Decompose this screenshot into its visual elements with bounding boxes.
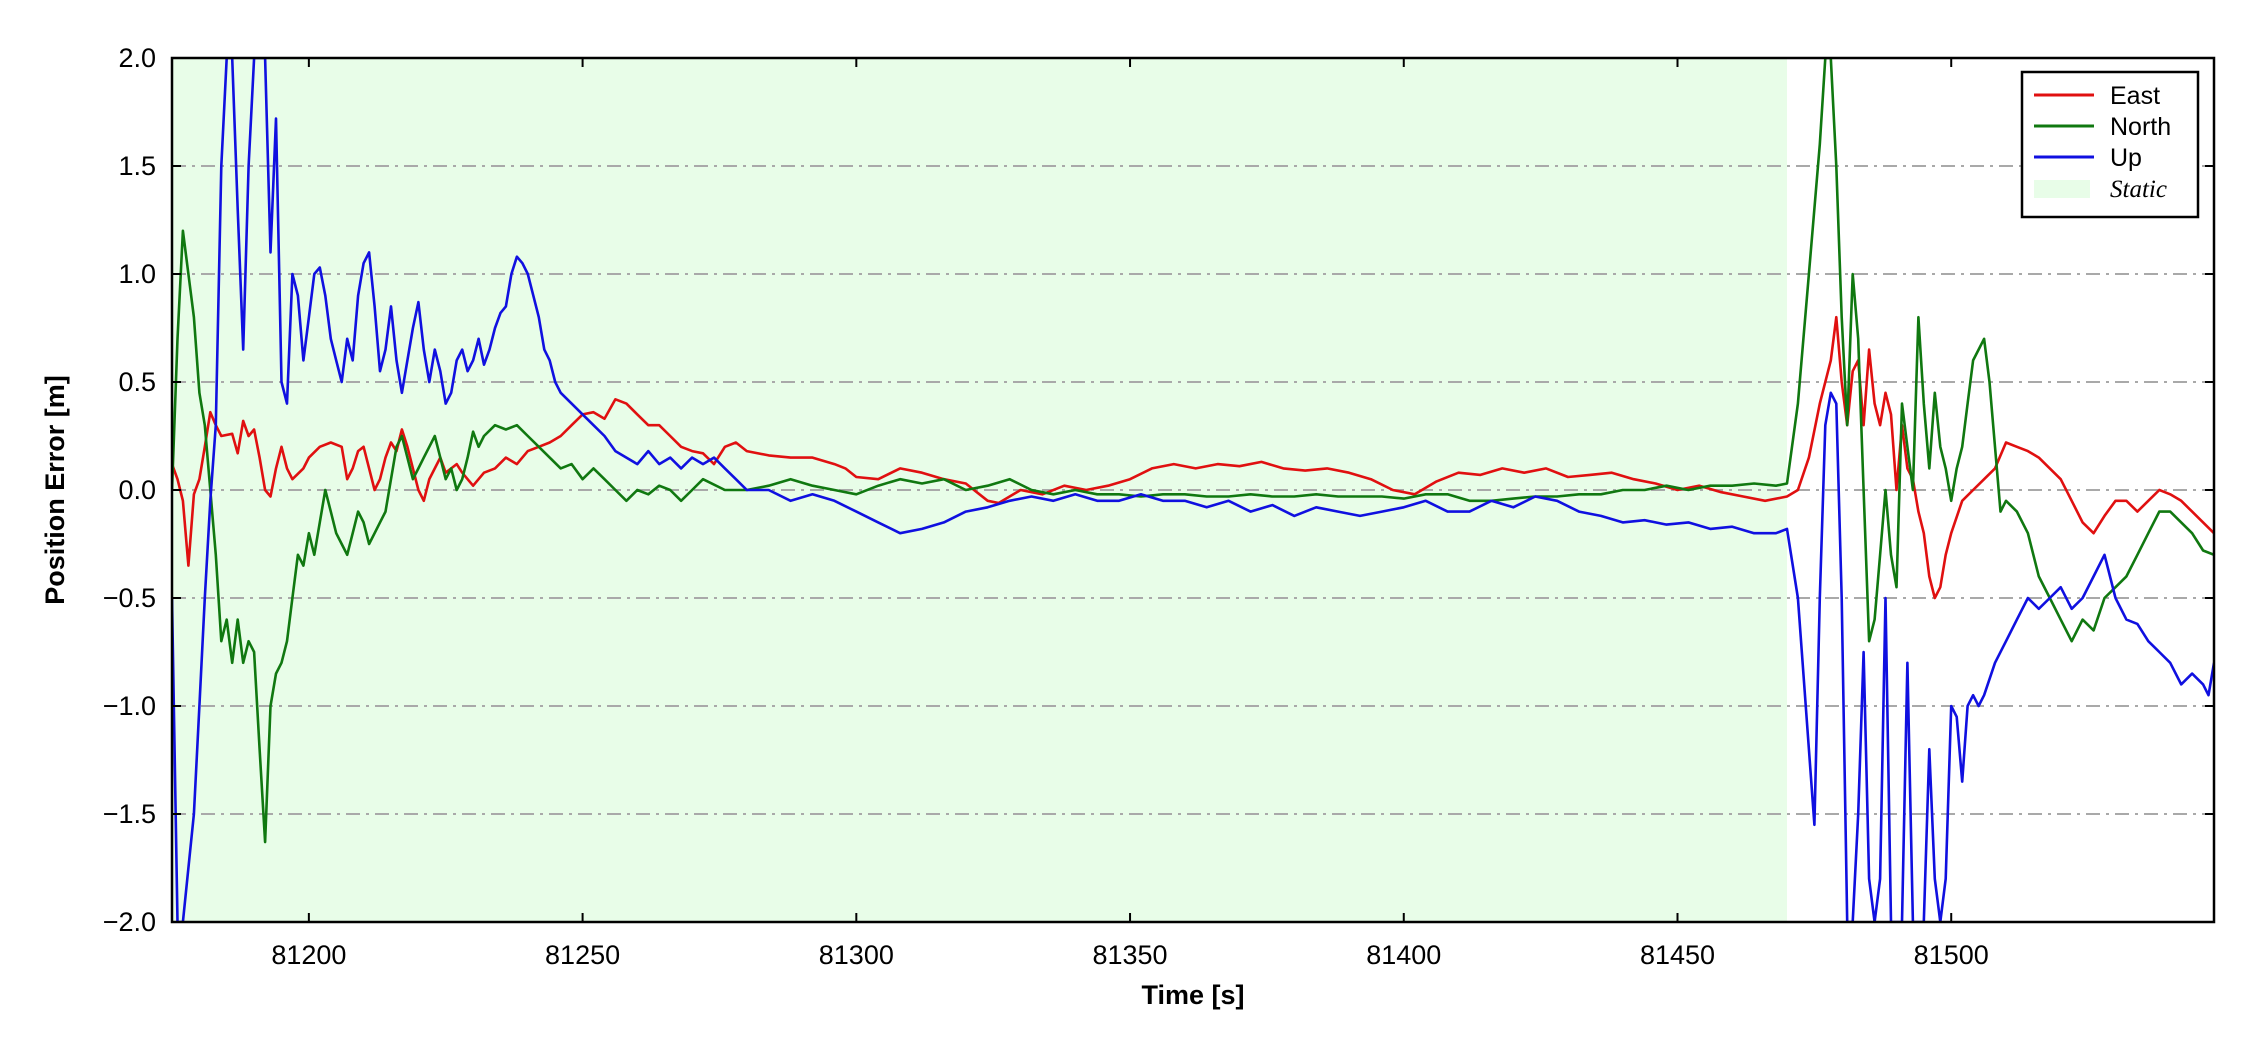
y-tick-label: 1.5 bbox=[118, 151, 156, 181]
y-axis: −2.0 −1.5 −1.0 −0.5 0.0 0.5 1.0 1.5 2.0 bbox=[103, 43, 2214, 937]
legend-label-static: Static bbox=[2110, 176, 2167, 203]
x-axis: 81200 81250 81300 81350 81400 81450 81500 bbox=[271, 58, 1989, 970]
legend-swatch-static bbox=[2034, 180, 2090, 198]
y-tick-label: −1.0 bbox=[103, 691, 156, 721]
series-line-up bbox=[172, 58, 2214, 922]
y-tick-label: 0.0 bbox=[118, 475, 156, 505]
x-tick-label: 81450 bbox=[1640, 940, 1715, 970]
legend: East North Up Static bbox=[2020, 70, 2200, 219]
y-tick-label: −1.5 bbox=[103, 799, 156, 829]
y-axis-title: Position Error [m] bbox=[40, 375, 70, 605]
x-tick-label: 81400 bbox=[1366, 940, 1441, 970]
legend-label-east: East bbox=[2110, 82, 2160, 110]
y-tick-label: 2.0 bbox=[118, 43, 156, 73]
x-tick-label: 81300 bbox=[819, 940, 894, 970]
legend-label-north: North bbox=[2110, 113, 2171, 141]
x-axis-title: Time [s] bbox=[1141, 980, 1244, 1010]
x-tick-label: 81350 bbox=[1092, 940, 1167, 970]
series-line-east bbox=[172, 315, 2214, 600]
y-tick-label: 0.5 bbox=[118, 367, 156, 397]
y-tick-label: 1.0 bbox=[118, 259, 156, 289]
x-tick-label: 81500 bbox=[1914, 940, 1989, 970]
y-tick-label: −2.0 bbox=[103, 907, 156, 937]
series-line-north bbox=[172, 58, 2214, 844]
x-tick-label: 81200 bbox=[271, 940, 346, 970]
x-tick-label: 81250 bbox=[545, 940, 620, 970]
series-layer bbox=[172, 58, 2214, 922]
y-tick-label: −0.5 bbox=[103, 583, 156, 613]
legend-label-up: Up bbox=[2110, 144, 2142, 172]
